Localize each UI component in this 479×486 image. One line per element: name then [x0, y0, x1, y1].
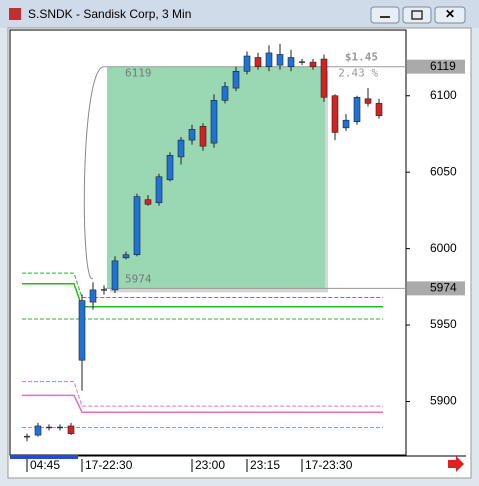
axis-highlight	[407, 281, 465, 296]
y-tick-label: 5900	[430, 394, 457, 408]
axis-highlight-label: 5974	[430, 281, 457, 295]
candle-body	[133, 196, 141, 256]
candle-body	[89, 289, 97, 303]
candle-body	[210, 100, 218, 144]
candle-body	[331, 95, 339, 133]
y-tick-label: 6050	[430, 164, 457, 178]
level-line	[22, 283, 383, 308]
candle-body	[375, 103, 383, 116]
candle-body	[144, 199, 152, 205]
candle-body	[155, 176, 163, 204]
level-line	[22, 272, 383, 299]
x-tick-label: 23:15	[250, 458, 280, 472]
candle-body	[199, 126, 207, 147]
candle-body	[78, 300, 86, 361]
axis-highlight-label: 6119	[430, 59, 456, 73]
candle-body	[221, 86, 229, 101]
candle-body	[166, 155, 174, 181]
measure-change: $1.45	[345, 51, 378, 64]
app-icon	[9, 8, 21, 20]
x-tick-label: 17-23:30	[305, 458, 353, 472]
candle-body	[353, 96, 361, 123]
axis-highlight	[407, 59, 465, 74]
x-tick-label: 17-22:30	[85, 458, 133, 472]
candle-body	[111, 260, 119, 291]
candle-body	[287, 57, 295, 67]
candle-body	[254, 57, 262, 67]
y-tick-label: 5950	[430, 317, 457, 331]
candle-body	[364, 98, 372, 104]
maximize-button[interactable]	[402, 6, 432, 24]
y-tick-label: 6000	[430, 241, 457, 255]
candle-body	[188, 129, 196, 141]
measure-low-label: 5974	[125, 272, 152, 285]
measure-arc	[83, 66, 105, 279]
scrollbar[interactable]	[10, 455, 78, 459]
candle-body	[67, 425, 75, 434]
candle-body	[177, 139, 185, 158]
candle-body	[320, 58, 328, 98]
minimize-button[interactable]	[370, 6, 400, 24]
x-tick-label: 04:45	[30, 458, 60, 472]
candle-body	[342, 119, 350, 129]
y-tick-label: 6100	[430, 88, 457, 102]
candle-body	[232, 70, 240, 89]
scroll-right-arrow[interactable]	[448, 456, 464, 472]
candle-body	[309, 61, 317, 67]
candle-body	[122, 254, 130, 259]
window-title: S.SNDK - Sandisk Corp, 3 Min	[28, 7, 191, 21]
measure-box	[107, 66, 325, 289]
candle-body	[276, 54, 284, 66]
candle-body	[265, 52, 273, 67]
maximize-icon	[411, 10, 423, 20]
candle-body	[243, 55, 251, 72]
close-button[interactable]	[434, 6, 466, 24]
measure-percent: 2.43 %	[338, 67, 378, 80]
measure-high-label: 6119	[125, 67, 152, 80]
level-line	[22, 381, 383, 407]
x-tick-label: 23:00	[195, 458, 225, 472]
close-icon: ✕	[445, 7, 455, 21]
level-line	[22, 394, 383, 413]
candle-body	[34, 425, 42, 436]
